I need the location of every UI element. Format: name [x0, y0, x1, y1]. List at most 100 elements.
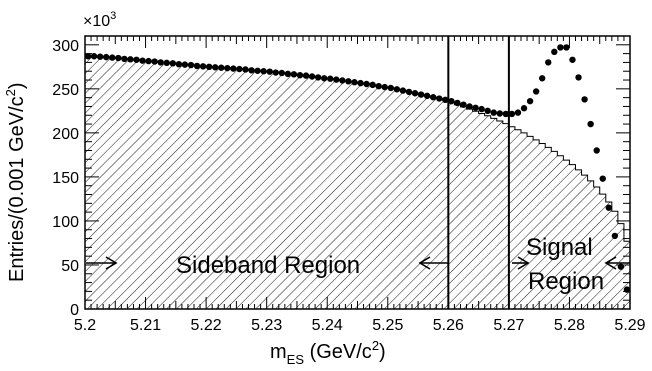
data-point — [575, 74, 582, 81]
data-point — [417, 91, 425, 98]
data-point — [345, 78, 352, 85]
data-point — [193, 62, 201, 70]
x-tick-label: 5.2 — [74, 317, 96, 334]
x-tick-label: 5.24 — [312, 317, 343, 334]
sideband-region-label: Sideband Region — [176, 252, 360, 279]
data-point — [472, 104, 479, 111]
data-point — [248, 67, 255, 74]
y-tick-label: 50 — [61, 258, 79, 275]
data-point — [199, 63, 207, 70]
region-arrows — [86, 256, 630, 270]
data-point — [593, 147, 600, 154]
data-markers — [84, 44, 631, 293]
data-point — [454, 99, 461, 107]
data-point — [205, 63, 213, 71]
data-point — [563, 44, 570, 51]
data-point — [163, 59, 170, 67]
data-point — [308, 73, 316, 80]
data-point — [157, 59, 164, 66]
y-axis-tick-labels: 0 50 100 150 200 250 300 — [52, 38, 79, 319]
data-point — [569, 56, 576, 63]
data-point — [90, 53, 98, 60]
x-tick-label: 5.21 — [130, 317, 161, 334]
data-point — [290, 71, 298, 78]
data-point — [490, 109, 497, 116]
x-axis-tick-labels: 5.2 5.21 5.22 5.23 5.24 5.25 5.26 5.27 5.28 5.29 — [74, 317, 646, 334]
data-point — [302, 72, 310, 79]
data-point — [175, 60, 183, 68]
data-point — [218, 64, 225, 71]
data-point — [393, 86, 401, 93]
data-point — [387, 84, 395, 92]
data-point — [545, 59, 552, 66]
data-point — [151, 58, 158, 65]
data-point — [320, 75, 328, 82]
data-point — [296, 71, 304, 79]
data-point — [139, 57, 146, 64]
data-point — [115, 54, 122, 62]
data-point — [581, 96, 588, 103]
data-point — [399, 87, 407, 94]
data-point — [339, 77, 346, 84]
data-point — [429, 94, 437, 101]
data-point — [333, 76, 340, 83]
data-point — [611, 232, 619, 240]
data-point — [133, 56, 140, 63]
data-point — [526, 97, 534, 105]
data-point — [284, 70, 292, 78]
data-point — [502, 110, 510, 118]
data-point — [351, 79, 358, 86]
x-tick-label: 5.25 — [372, 317, 403, 334]
x-axis-ticks — [84, 36, 631, 309]
data-point — [187, 61, 195, 69]
y-tick-label: 300 — [52, 38, 79, 55]
data-point — [224, 64, 231, 72]
data-point — [411, 90, 419, 97]
data-point — [436, 95, 443, 102]
data-point — [423, 92, 431, 100]
y-tick-label: 150 — [52, 170, 79, 187]
data-point — [96, 53, 104, 60]
data-point — [484, 107, 491, 115]
data-point — [121, 55, 128, 63]
data-point — [272, 69, 279, 76]
y-axis-title: Entries/(0.001 GeV/c2) — [3, 82, 28, 282]
data-point — [145, 57, 152, 65]
data-point — [236, 65, 243, 73]
data-point — [514, 109, 522, 116]
data-point — [605, 204, 613, 211]
signal-region-label-line2: Region — [528, 268, 604, 295]
x-axis-title: mES (GeV/c2) — [270, 338, 386, 367]
data-point — [532, 88, 540, 95]
data-point — [242, 66, 249, 73]
data-point — [230, 65, 237, 72]
data-point — [405, 88, 413, 96]
data-point — [327, 75, 334, 82]
y-tick-label: 0 — [70, 302, 79, 319]
y-tick-label: 250 — [52, 82, 79, 99]
x-tick-label: 5.22 — [191, 317, 222, 334]
data-point — [442, 96, 449, 104]
data-point — [357, 79, 364, 87]
data-point — [557, 44, 564, 51]
signal-region-label-line1: Signal — [526, 234, 593, 261]
data-point — [478, 105, 485, 113]
data-point — [496, 110, 504, 117]
data-point — [84, 53, 92, 60]
data-point — [314, 74, 322, 81]
data-point — [508, 110, 516, 118]
x-tick-label: 5.29 — [614, 317, 645, 334]
data-point — [211, 64, 219, 71]
data-point — [260, 68, 267, 75]
data-point — [599, 175, 606, 182]
y-tick-label: 200 — [52, 126, 79, 143]
x-tick-label: 5.23 — [251, 317, 282, 334]
data-point — [381, 83, 388, 91]
y-tick-label: 100 — [52, 214, 79, 231]
x-tick-label: 5.26 — [433, 317, 464, 334]
x-tick-label: 5.27 — [493, 317, 524, 334]
data-point — [278, 69, 286, 77]
data-point — [102, 53, 110, 61]
data-point — [369, 81, 376, 89]
